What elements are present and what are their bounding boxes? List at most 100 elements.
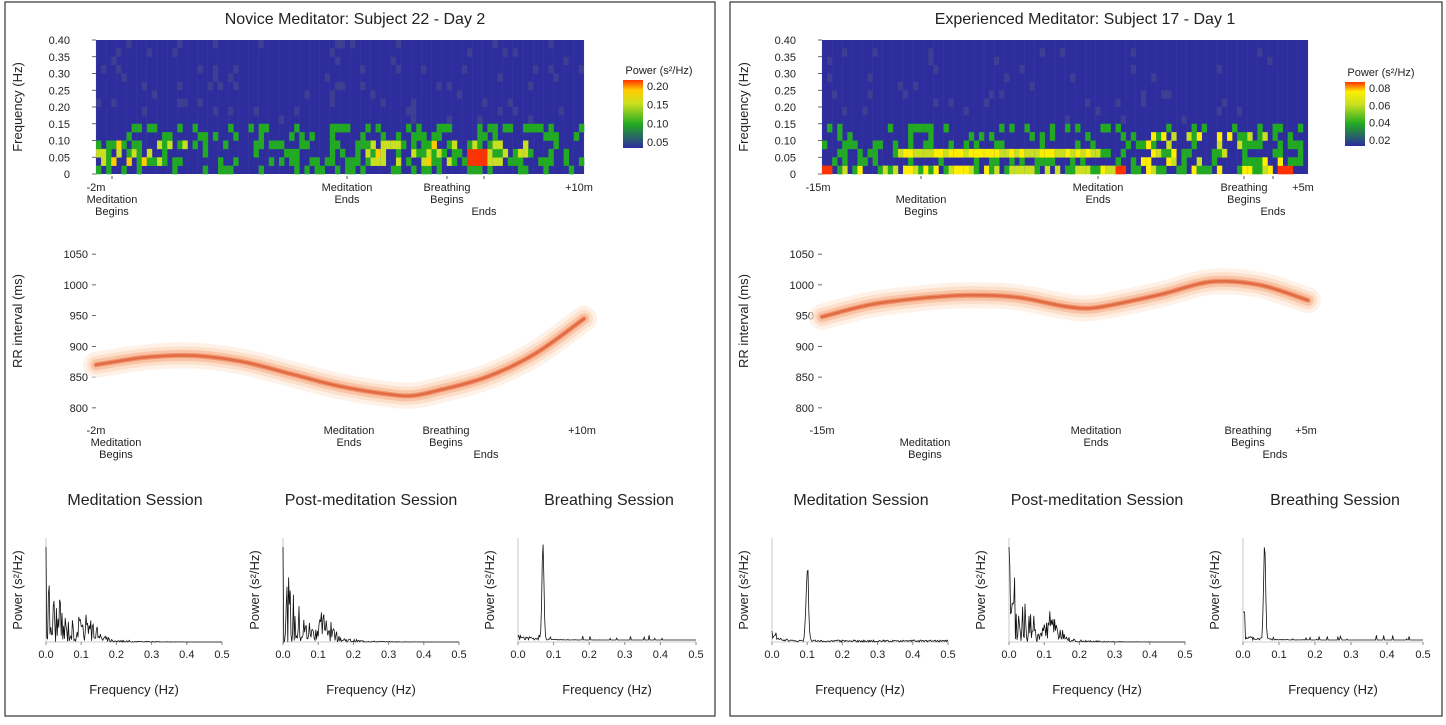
spectrogram-cell [177,157,183,166]
spectrogram-cell [340,123,346,133]
spectrogram-cell [151,90,157,99]
spectrogram-cell [1070,73,1076,82]
spectrogram-cell [528,115,534,124]
spectrogram-cell [182,140,188,150]
spectrogram-cell [517,148,524,158]
spectrogram-cell [1100,148,1106,158]
spectrogram-cell [411,132,417,141]
spectrogram-cell [136,157,143,166]
spectrogram-cell [131,140,137,150]
spectrogram-cell [1004,165,1010,175]
spectrogram-cell [512,148,519,158]
spectrum-xtick-label: 0.3 [870,649,885,661]
spectrogram-cell [1161,132,1167,141]
spectrogram-cell [968,165,975,175]
spectrogram-cell [1054,148,1061,158]
spectrogram-cell [989,165,995,175]
spectrogram-cell [963,140,970,150]
spectrogram-cell [1125,140,1132,150]
spectrum-xtick-label: 0.5 [688,649,703,661]
spectrogram-cell [528,148,534,158]
spectrogram-cell [101,148,107,158]
spectrogram-cell [994,165,1000,175]
spectrogram-cell [1095,165,1101,175]
spectrogram-cell [1019,157,1025,166]
spectrogram-cell [1105,165,1111,175]
spectrogram-cell [345,165,351,175]
spectrum-xtick-label: 0.0 [764,649,779,661]
spectrogram-cell [111,157,117,166]
spectrogram-cell [436,123,442,133]
spectrogram-xmark-meditation-ends: Meditation Ends [322,182,373,206]
colorbar-tick-label: 0.04 [1369,118,1390,130]
spectrogram-cell [1085,165,1091,175]
spectrum-xtick-label: 0.5 [451,649,466,661]
spectrogram-cell [426,165,432,175]
spectrum-ylabel: Power (s²/Hz) [10,550,25,629]
spectrogram-cell [477,157,483,166]
spectrogram-cell [943,123,949,133]
spectrogram-cell [202,165,209,175]
spectrogram-cell [279,115,285,124]
spectrogram-cell [1130,48,1136,57]
spectrum-xlabel: Frequency (Hz) [1288,682,1378,697]
spectrogram-cell [1287,165,1294,175]
spectrogram-cell [1024,123,1030,133]
spectrogram-cell [218,157,224,166]
spectrogram-cell [182,98,188,108]
spectrogram-cell [862,157,868,166]
spectrum-xtick-label: 0.3 [144,649,159,661]
spectrogram-cell [1080,148,1086,158]
spectrogram-cell [329,48,335,57]
spectrogram-cell [1049,123,1056,133]
spectrum-xtick-label: 0.3 [1343,649,1358,661]
spectrogram-cell [1029,132,1035,141]
spectrogram-cell [477,115,483,124]
spectrogram-cell [973,140,980,150]
spectrogram-cell [294,123,300,133]
spectrum-plot: Breathing Session Power (s²/Hz) Frequency … [482,492,704,697]
rr-xmark-meditation-begins: Meditation Begins [900,437,951,461]
spectrogram-cell [1100,165,1106,175]
spectrogram-cell [1272,148,1278,158]
spectrogram-cell [228,107,234,116]
spectrogram-cell [411,165,417,175]
spectrogram-cell [395,165,402,175]
spectrogram-cell [334,140,341,150]
spectrogram-cell [1044,165,1051,175]
spectrogram-cell [304,165,310,175]
spectrum-xtick-label: 0.0 [275,649,290,661]
spectrogram-cell [867,73,873,82]
spectrogram-cell [953,148,959,158]
spectrogram-cell [943,148,949,158]
spectrogram-cell [523,165,529,175]
spectrogram-cell [126,40,132,49]
spectrogram-cell [1282,165,1289,175]
spectrogram-cell [1257,132,1263,141]
spectrogram-cell [512,107,518,116]
panel-novice: Novice Meditator: Subject 22 - Day 2 0 0.0… [10,11,704,697]
spectrogram-cell [426,148,432,158]
spectrogram-ytick-label: 0.20 [49,102,70,114]
spectrogram-cell [167,132,173,141]
spectrogram-cell [1242,140,1248,150]
spectrogram-cell [365,148,371,158]
spectrogram-cell [329,140,336,150]
spectrogram-cell [918,123,924,133]
spectrogram-cell [908,157,914,166]
spectrogram-cell [207,81,213,91]
spectrogram-cell [1019,65,1025,74]
spectrogram-cell [101,157,107,166]
spectrogram-cell [852,165,858,175]
rr-xmark-meditation-ends: Meditation Ends [324,425,375,449]
spectrogram-cell [324,157,331,166]
spectrogram-cell [903,148,909,158]
rr-xmark-breathing-begins: Breathing Begins [1224,425,1271,449]
spectrogram-cell [1277,148,1283,158]
spectrogram-cell [177,98,183,108]
spectrogram-cell [329,132,336,141]
spectrogram-cell [456,148,463,158]
spectrogram-cell [1297,148,1304,158]
spectrogram-cell [375,157,381,166]
